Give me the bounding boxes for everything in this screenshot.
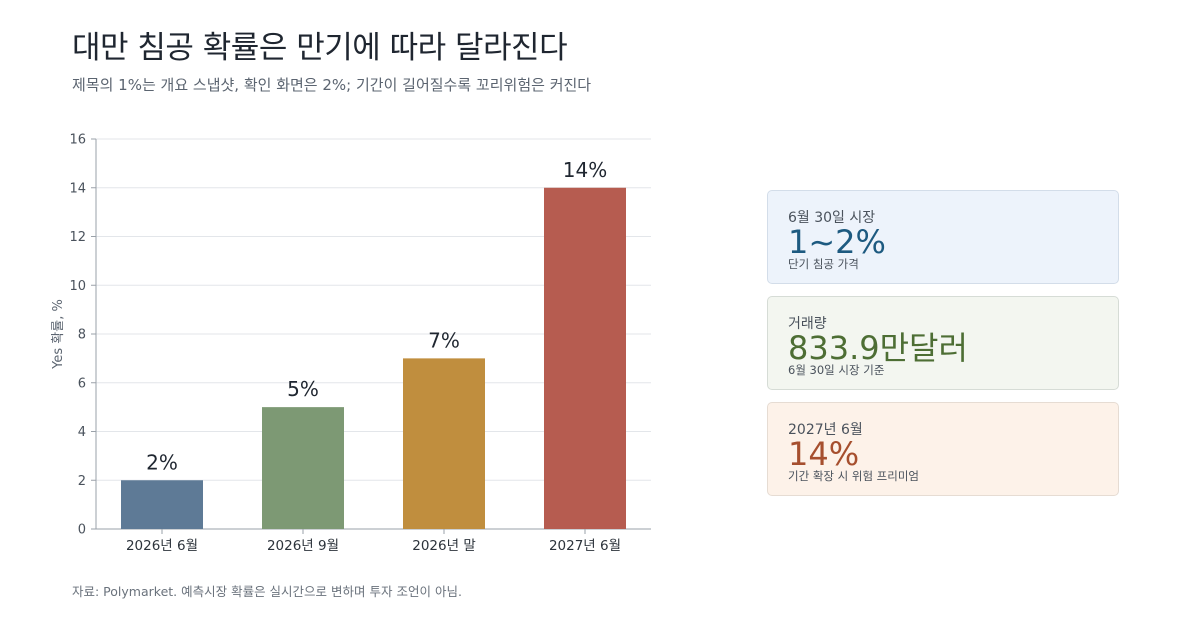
stat-card-sublabel: 6월 30일 시장 기준: [788, 363, 885, 377]
bar-3: [403, 358, 485, 529]
stat-card-label: 2027년 6월: [788, 422, 863, 438]
axes: 0 2 4 6 8 10 12 14 16 2026년 6월 2026년 9월 2026년 말 2027…: [69, 133, 651, 554]
chart-title: 대만 침공 확률은 만기에 따라 달라진다: [72, 30, 568, 66]
bar-4: [544, 187, 626, 529]
data-label: 5%: [287, 377, 319, 401]
y-tick-label: 2: [78, 474, 86, 489]
y-tick-label: 4: [78, 425, 86, 440]
bar-chart: 0 2 4 6 8 10 12 14 16 2026년 6월 2026년 9월 2026년 말 2027…: [51, 133, 651, 554]
x-tick-label: 2026년 6월: [126, 538, 198, 554]
y-tick-label: 14: [69, 181, 86, 196]
x-tick-label: 2027년 6월: [549, 538, 621, 554]
bar-1: [121, 480, 203, 529]
data-labels: 2% 5% 7% 14%: [146, 158, 607, 475]
stat-card-volume: 거래량 833.9만달러 6월 30일 시장 기준: [767, 296, 1119, 390]
stat-card-sublabel: 기간 확장 시 위험 프리미엄: [788, 469, 920, 483]
stat-card-june-market: 6월 30일 시장 1~2% 단기 침공 가격: [767, 190, 1119, 284]
y-tick-label: 0: [78, 523, 86, 538]
data-label: 2%: [146, 450, 178, 474]
stat-card-value: 14%: [788, 435, 860, 473]
x-tick-label: 2026년 9월: [267, 538, 339, 554]
data-label: 7%: [428, 328, 460, 352]
y-tick-label: 12: [69, 230, 86, 245]
chart-subtitle: 제목의 1%는 개요 스냅샷, 확인 화면은 2%; 기간이 길어질수록 꼬리위…: [72, 76, 592, 94]
stat-card-2027-june: 2027년 6월 14% 기간 확장 시 위험 프리미엄: [767, 402, 1119, 496]
y-tick-label: 8: [78, 328, 86, 343]
y-tick-label: 6: [78, 376, 86, 391]
bars: [121, 187, 626, 529]
y-axis-label: Yes 확률, %: [51, 299, 66, 370]
stat-card-sublabel: 단기 침공 가격: [788, 257, 859, 271]
source-note: 자료: Polymarket. 예측시장 확률은 실시간으로 변하며 투자 조언…: [72, 584, 462, 599]
stat-card-label: 거래량: [788, 316, 827, 332]
stat-card-value: 833.9만달러: [788, 329, 968, 367]
y-tick-label: 10: [69, 279, 86, 294]
stat-card-label: 6월 30일 시장: [788, 210, 876, 226]
x-tick-label: 2026년 말: [412, 538, 476, 554]
bar-2: [262, 407, 344, 529]
stat-card-value: 1~2%: [788, 223, 886, 261]
y-tick-label: 16: [69, 133, 86, 148]
data-label: 14%: [563, 158, 607, 182]
